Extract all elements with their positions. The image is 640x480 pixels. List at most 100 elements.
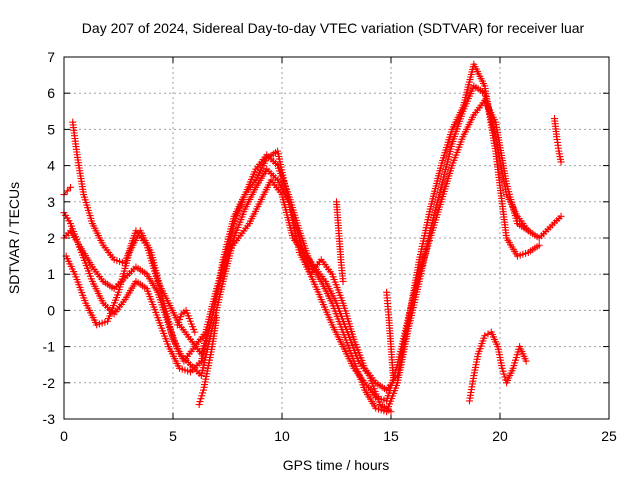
plus-marker [250, 179, 258, 186]
plus-marker [533, 243, 541, 251]
plus-marker [512, 250, 520, 258]
plus-marker [331, 297, 339, 305]
plus-marker [212, 287, 220, 295]
plus-marker [146, 246, 154, 254]
plus-marker [480, 80, 487, 87]
plus-marker [484, 330, 492, 338]
plus-marker [141, 283, 149, 291]
y-axis-label: SDTVAR / TECUs [6, 182, 22, 294]
series-track-7 [333, 198, 347, 285]
plus-marker [554, 144, 562, 152]
plus-marker [199, 389, 207, 397]
x-tick-label: 15 [383, 428, 399, 444]
y-tick-label: 4 [47, 158, 55, 174]
plus-marker [309, 261, 317, 268]
data-point [67, 183, 75, 191]
plot-frame [63, 56, 610, 420]
plus-marker [499, 367, 507, 375]
plus-marker [385, 406, 393, 414]
plus-marker [320, 275, 328, 283]
plus-marker [360, 383, 368, 391]
series-line [65, 179, 392, 413]
y-tick-label: 3 [47, 194, 55, 210]
plus-marker [491, 145, 499, 152]
y-tick-label: 7 [47, 49, 55, 65]
plus-marker [437, 164, 444, 172]
plus-marker [338, 340, 346, 348]
plus-marker [101, 318, 109, 326]
plus-marker [251, 168, 259, 176]
plus-marker [381, 385, 388, 393]
plus-marker [338, 297, 346, 304]
plus-marker [469, 374, 477, 382]
plus-marker [447, 164, 455, 172]
plus-marker [125, 251, 133, 259]
series-track-11 [195, 314, 221, 409]
plus-marker [447, 142, 455, 150]
plus-marker [380, 396, 388, 404]
plus-marker [240, 208, 248, 216]
plus-marker [108, 283, 116, 291]
plus-marker [198, 392, 206, 400]
plus-marker [208, 345, 216, 353]
plus-marker [212, 316, 220, 324]
plus-marker [326, 268, 334, 276]
series-track-10 [173, 306, 199, 336]
plus-marker [272, 174, 279, 182]
plus-marker [502, 231, 510, 239]
plus-marker [229, 215, 237, 223]
series-track-5 [465, 328, 530, 405]
plus-marker [272, 159, 279, 167]
plus-marker [195, 359, 203, 367]
plus-marker [88, 217, 95, 225]
plus-marker [469, 113, 477, 121]
plus-marker [522, 249, 530, 257]
series-track-1 [60, 96, 565, 405]
plus-marker [118, 258, 126, 266]
series-track-3 [69, 60, 543, 394]
plus-marker [353, 354, 361, 362]
plus-marker [251, 186, 259, 194]
y-tick-label: 2 [47, 230, 55, 246]
plus-marker [200, 331, 208, 338]
plus-marker [555, 215, 563, 222]
plus-marker [177, 313, 185, 321]
plus-marker [458, 106, 466, 114]
x-tick-label: 5 [169, 428, 177, 444]
plus-marker [141, 269, 149, 277]
plus-marker [393, 381, 400, 389]
plus-marker [298, 246, 306, 254]
plus-marker [185, 333, 193, 341]
plus-marker [184, 359, 192, 366]
plus-marker [168, 333, 176, 341]
y-tick-label: 0 [47, 302, 55, 318]
plus-marker [552, 130, 560, 138]
series-line [63, 99, 562, 402]
plus-marker [508, 367, 516, 375]
plus-marker [81, 297, 89, 304]
plus-marker [240, 193, 248, 201]
plus-marker [557, 155, 564, 163]
plus-marker [288, 231, 296, 239]
plus-marker [370, 402, 378, 410]
plus-marker [436, 200, 444, 208]
series-track-4 [62, 176, 395, 416]
plus-marker [375, 398, 383, 406]
plus-marker [389, 369, 397, 377]
plus-marker [223, 251, 231, 259]
plus-marker [114, 291, 121, 299]
plus-marker [174, 362, 182, 370]
y-tick-label: 1 [47, 266, 55, 282]
plus-marker [152, 286, 160, 294]
series-track-9 [60, 183, 75, 199]
x-tick-label: 10 [274, 428, 290, 444]
plus-marker [184, 367, 192, 375]
plus-marker [363, 369, 371, 377]
series-track-8 [383, 288, 397, 380]
plus-marker [92, 319, 99, 326]
data-series [60, 60, 565, 416]
plus-marker [185, 315, 193, 322]
plus-marker [87, 261, 95, 269]
plus-marker [164, 340, 172, 348]
plus-marker [131, 280, 139, 288]
